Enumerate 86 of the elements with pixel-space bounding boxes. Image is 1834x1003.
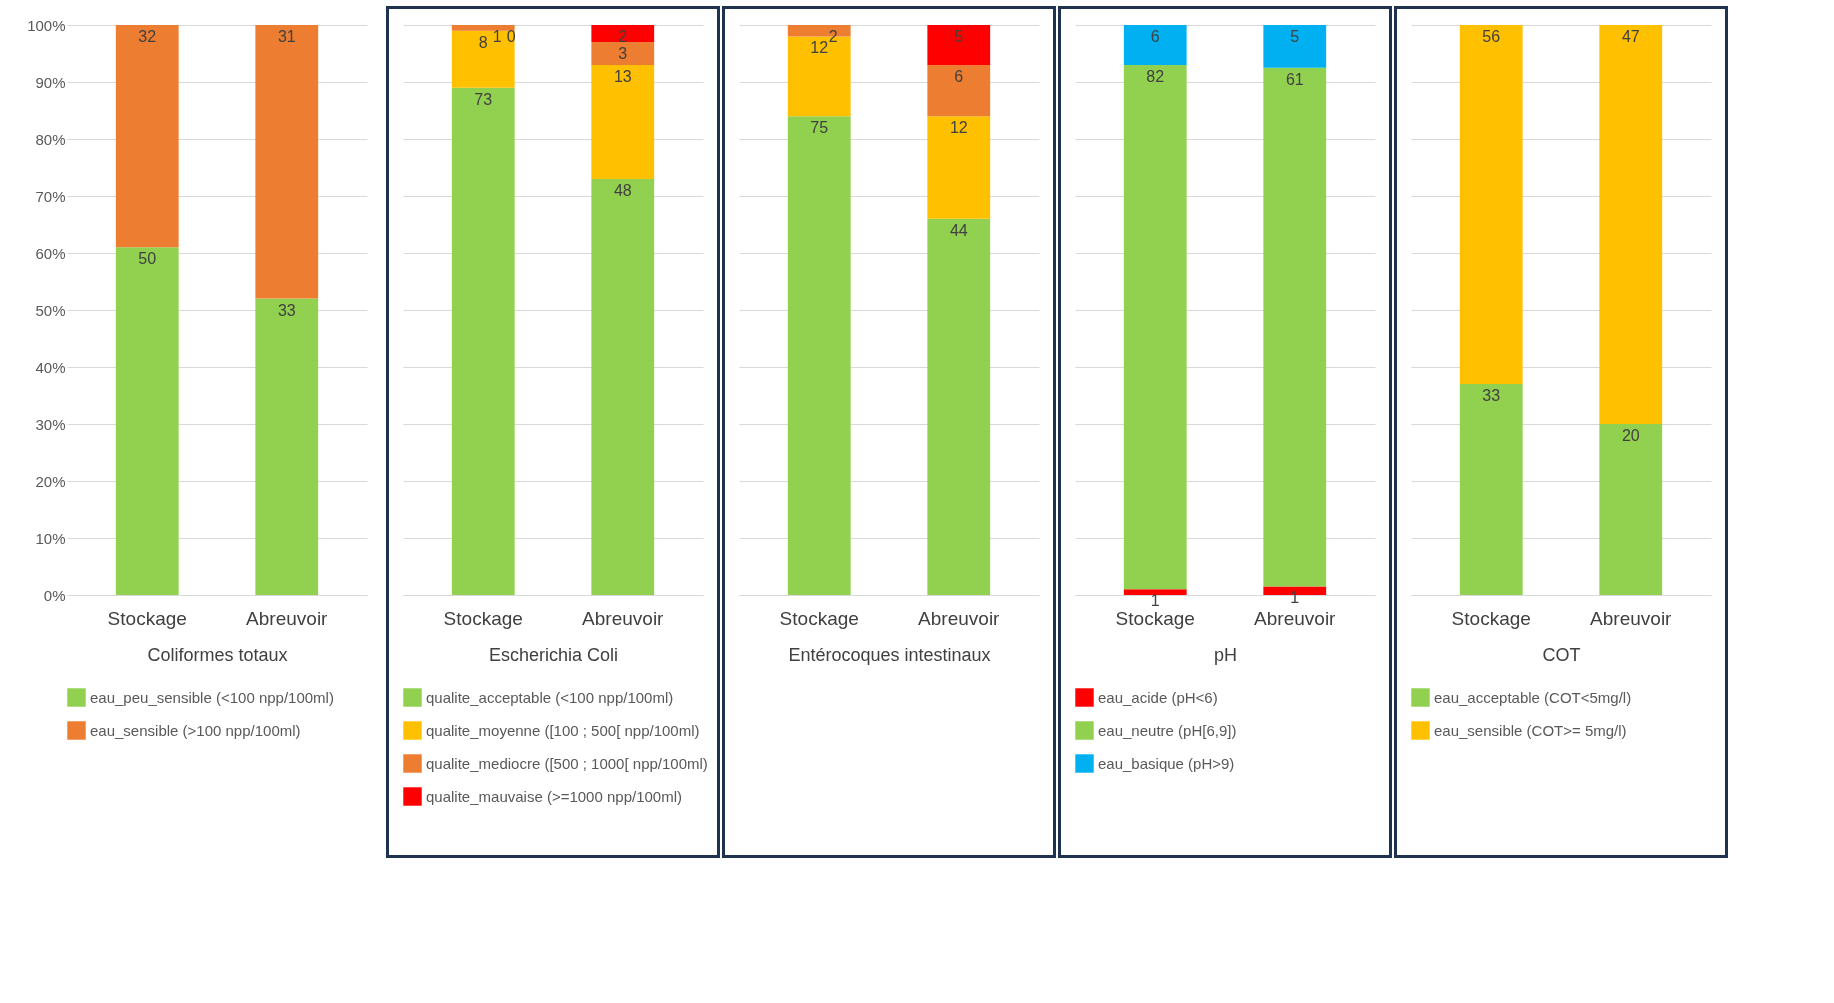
annotation: 56 (1482, 28, 1501, 45)
legend-label: eau_peu_sensible (<100 npp/100ml) (90, 688, 334, 706)
annotation: 5 (1290, 28, 1300, 45)
y-tick-label: 90% (35, 73, 66, 91)
annotation: 0 (506, 28, 516, 45)
x-axis-title: pH (1213, 644, 1238, 665)
x-tick-label: Stockage (107, 607, 187, 629)
x-axis-title: Coliformes totaux (147, 644, 288, 665)
bar (927, 116, 991, 219)
annotation: 75 (810, 119, 829, 137)
bar (591, 64, 655, 179)
annotation: 1 (1150, 592, 1160, 610)
y-tick-label: 20% (35, 472, 66, 490)
x-tick-label: Stockage (1451, 607, 1531, 629)
bar (787, 116, 851, 595)
annotation: 5 (954, 28, 964, 45)
bar (451, 25, 515, 31)
bar (255, 25, 319, 299)
bar (591, 178, 655, 595)
legend-label: eau_sensible (>100 npp/100ml) (90, 721, 301, 739)
x-tick-label: Stockage (1115, 607, 1195, 629)
annotation: 12 (949, 119, 968, 137)
x-tick-label: Abreuvoir (1254, 607, 1337, 629)
x-axis-title: COT (1542, 644, 1581, 665)
legend-label: eau_basique (pH>9) (1098, 754, 1235, 772)
legend-label: eau_sensible (COT>= 5mg/l) (1434, 721, 1627, 739)
annotation: 8 (478, 33, 488, 51)
bar (927, 64, 991, 117)
bar (115, 247, 179, 595)
bar (451, 87, 515, 595)
legend-label: qualite_mediocre ([500 ; 1000[ npp/100ml) (426, 754, 708, 772)
x-axis-title: Entérocoques intestinaux (788, 644, 991, 665)
annotation: 31 (277, 28, 296, 45)
annotation: 2 (828, 28, 838, 45)
annotation: 6 (1150, 28, 1160, 45)
annotation: 73 (474, 90, 493, 108)
legend-label: qualite_acceptable (<100 npp/100ml) (426, 688, 674, 706)
annotation: 3 (618, 45, 628, 63)
x-tick-label: Abreuvoir (582, 607, 665, 629)
annotation: 2 (618, 28, 628, 45)
annotation: 20 (1621, 427, 1640, 444)
bar (1263, 25, 1327, 68)
x-tick-label: Abreuvoir (918, 607, 1001, 629)
y-tick-label: 70% (35, 187, 66, 205)
bar (591, 42, 655, 65)
annotation: 44 (949, 221, 968, 239)
annotation: 12 (810, 39, 829, 57)
bar (1123, 25, 1187, 65)
legend-label: qualite_mauvaise (>=1000 npp/100ml) (426, 787, 683, 805)
y-tick-label: 60% (35, 244, 66, 262)
annotation: 33 (1482, 387, 1501, 405)
x-tick-label: Abreuvoir (1590, 607, 1673, 629)
annotation: 32 (138, 28, 157, 45)
annotation: 47 (1621, 28, 1640, 45)
annotation: 48 (613, 181, 632, 199)
bar (115, 25, 179, 248)
y-tick-label: 40% (35, 358, 66, 376)
annotation: 82 (1146, 67, 1165, 85)
y-tick-label: 100% (27, 16, 66, 34)
bar (1263, 67, 1327, 587)
bar (255, 298, 319, 595)
annotation: 6 (954, 67, 964, 85)
x-tick-label: Abreuvoir (246, 607, 329, 629)
bar (927, 218, 991, 595)
legend-label: eau_acceptable (COT<5mg/l) (1434, 688, 1632, 706)
annotation: 50 (138, 250, 157, 268)
x-tick-label: Stockage (779, 607, 859, 629)
y-tick-label: 80% (35, 130, 66, 148)
bar (591, 25, 655, 43)
annotation: 1 (492, 28, 502, 45)
legend-label: eau_acide (pH<6) (1098, 688, 1218, 706)
y-tick-label: 0% (43, 586, 66, 604)
legend-label: qualite_moyenne ([100 ; 500[ npp/100ml) (426, 721, 700, 739)
y-tick-label: 10% (35, 529, 66, 547)
annotation: 33 (277, 301, 296, 319)
bar (451, 30, 515, 88)
x-axis-title: Escherichia Coli (488, 644, 619, 665)
legend-label: eau_neutre (pH[6,9]) (1098, 721, 1237, 739)
annotation: 13 (613, 67, 632, 85)
y-tick-label: 50% (35, 301, 66, 319)
annotation: 61 (1285, 70, 1304, 88)
y-tick-label: 30% (35, 415, 66, 433)
bar (1123, 64, 1187, 590)
bar (927, 25, 991, 65)
bar (1123, 589, 1187, 595)
x-tick-label: Stockage (443, 607, 523, 629)
